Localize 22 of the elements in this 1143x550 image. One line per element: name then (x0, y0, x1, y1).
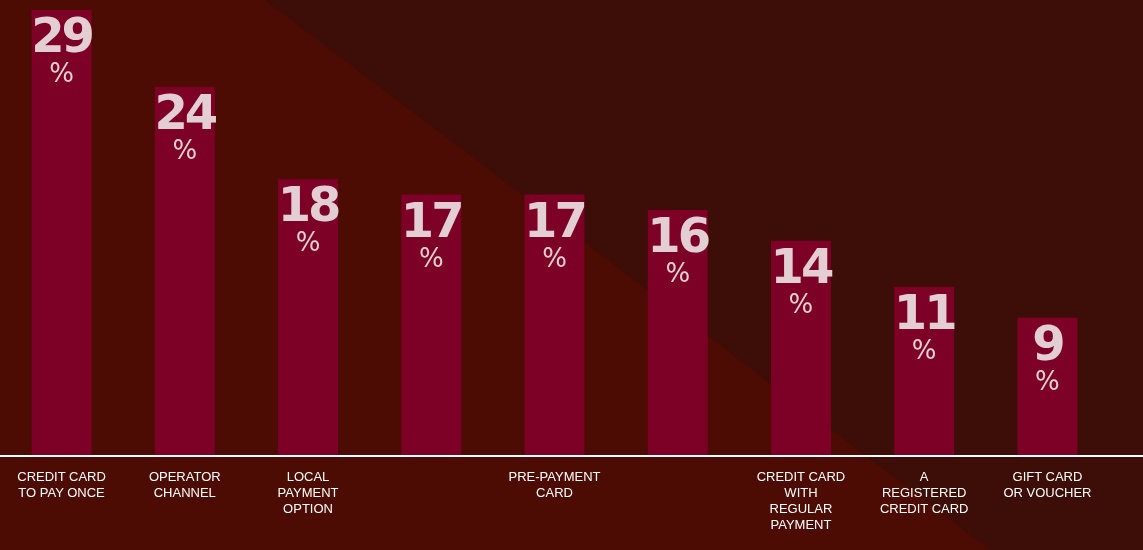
bar (647, 209, 708, 456)
data-label: 17% (524, 191, 585, 273)
data-label: 11% (893, 283, 956, 365)
x-tick-label: CREDIT CARD TO PAY ONCE (17, 469, 106, 500)
bar (154, 86, 215, 456)
data-label: 14% (770, 237, 833, 319)
x-tick-label: LOCAL PAYMENT OPTION (277, 469, 339, 516)
bar (401, 194, 462, 456)
data-label: 29% (31, 7, 93, 88)
x-tick-label: OPERATOR CHANNEL (148, 469, 221, 500)
x-tick-label: PRE-PAYMENT CARD (508, 469, 601, 500)
data-label: 9% (1032, 314, 1064, 396)
x-tick-label: CREDIT CARD WITH REGULAR PAYMENT (756, 469, 846, 532)
data-label: 17% (400, 191, 462, 273)
x-tick-label: GIFT CARD OR VOUCHER (1003, 469, 1092, 500)
bar (31, 10, 92, 456)
bar (524, 194, 585, 456)
bar (278, 179, 339, 456)
data-label: 24% (154, 83, 217, 165)
data-label: 18% (277, 176, 340, 258)
data-label: 16% (647, 206, 709, 288)
x-tick-label: A REGISTERED CREDIT CARD (879, 469, 969, 516)
